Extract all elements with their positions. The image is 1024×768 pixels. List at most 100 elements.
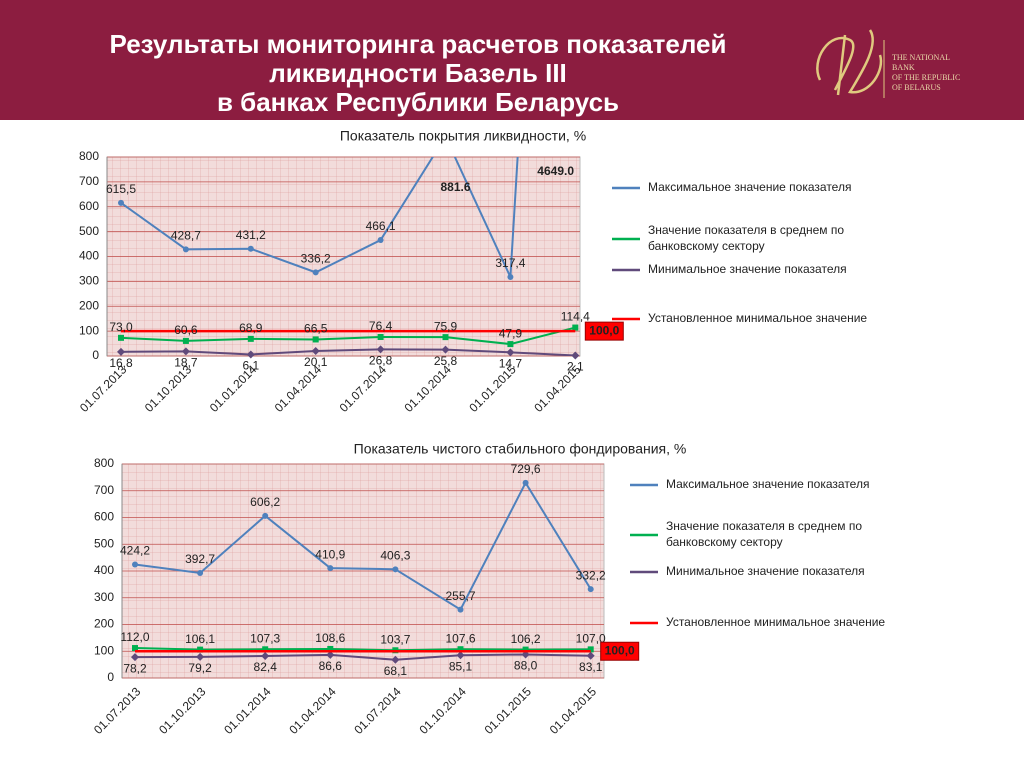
value-label: 100,0 <box>589 323 619 337</box>
y-tick-label: 200 <box>94 617 114 631</box>
y-tick-label: 200 <box>79 298 99 312</box>
marker <box>197 569 204 576</box>
y-tick-label: 500 <box>79 224 99 238</box>
legend-label: Максимальное значение показателя <box>648 180 851 194</box>
value-label: 336,2 <box>301 252 331 266</box>
chart-title: Показатель чистого стабильного фондирова… <box>354 441 687 457</box>
legend-label: Установленное минимальное значение <box>666 615 885 629</box>
y-tick-label: 600 <box>94 510 114 524</box>
marker <box>457 606 464 613</box>
legend-label: Минимальное значение показателя <box>648 262 847 276</box>
marker <box>118 199 124 206</box>
value-label: 18,7 <box>174 356 198 370</box>
marker <box>377 237 384 244</box>
marker <box>392 566 399 573</box>
value-label: 881.6 <box>441 180 471 194</box>
value-label: 86,6 <box>319 659 343 673</box>
value-label: 107,3 <box>250 631 280 645</box>
value-label: 428,7 <box>171 229 201 243</box>
value-label: 20,1 <box>304 355 328 369</box>
marker <box>132 561 138 568</box>
y-tick-label: 400 <box>94 563 114 577</box>
marker <box>246 350 255 359</box>
value-label: 83,1 <box>579 660 603 674</box>
series-line <box>134 480 592 612</box>
marker <box>572 324 579 331</box>
value-label: 108,6 <box>315 631 345 645</box>
logo-text: BANK <box>892 63 915 72</box>
marker <box>326 650 335 659</box>
header-band <box>0 0 1024 120</box>
marker <box>507 341 514 348</box>
marker <box>507 274 514 281</box>
legend-label: Установленное минимальное значение <box>648 311 867 325</box>
marker <box>262 512 269 519</box>
value-label: 424,2 <box>120 544 150 558</box>
value-label: 431,2 <box>236 228 266 242</box>
logo: THE NATIONAL BANK OF THE REPUBLIC OF BEL… <box>816 29 960 98</box>
marker <box>587 586 594 593</box>
marker <box>312 269 319 276</box>
marker <box>131 653 139 662</box>
value-label: 75,9 <box>434 319 458 333</box>
value-label: 85,1 <box>449 659 473 673</box>
header-title: в банках Республики Беларусь <box>217 87 619 117</box>
value-label: 392,7 <box>185 552 215 566</box>
value-label: 14,7 <box>499 357 523 371</box>
value-label: 112,0 <box>120 630 149 644</box>
y-tick-label: 700 <box>94 483 114 497</box>
value-label: 103,7 <box>380 632 410 646</box>
marker <box>391 655 400 664</box>
marker <box>522 646 529 653</box>
y-tick-label: 500 <box>94 536 114 550</box>
marker <box>456 651 465 660</box>
marker <box>442 334 449 341</box>
marker <box>262 646 269 653</box>
y-tick-label: 700 <box>79 174 99 188</box>
marker <box>571 351 580 360</box>
y-tick-label: 600 <box>79 199 99 213</box>
value-label: 107,6 <box>445 631 475 645</box>
value-label: 106,2 <box>511 632 541 646</box>
value-label-box <box>584 321 624 341</box>
marker <box>312 336 319 343</box>
marker <box>118 334 124 341</box>
value-label: 100,0 <box>605 643 635 657</box>
value-label: 66,5 <box>304 322 328 336</box>
marker <box>182 246 189 253</box>
chart-title: Показатель покрытия ликвидности, % <box>340 128 586 144</box>
series-line <box>134 647 591 652</box>
marker <box>247 245 254 252</box>
marker <box>441 345 450 354</box>
value-label: 60,6 <box>174 323 198 337</box>
marker <box>457 646 464 653</box>
value-label: 73,0 <box>109 320 133 334</box>
y-tick-label: 300 <box>94 590 114 604</box>
value-label: 47,9 <box>499 326 523 340</box>
marker <box>247 335 254 342</box>
value-label: 466,1 <box>366 219 396 233</box>
y-tick-label: 800 <box>94 456 114 470</box>
marker <box>587 646 594 653</box>
legend-label: Значение показателя в среднем по банковск… <box>666 519 862 549</box>
value-label: 25,8 <box>434 354 458 368</box>
value-label: 615,5 <box>106 182 136 196</box>
marker <box>522 479 529 486</box>
series-line <box>120 348 576 356</box>
marker <box>377 333 384 340</box>
value-label: 76,4 <box>369 319 393 333</box>
series-line <box>120 157 519 278</box>
value-label: 16,8 <box>109 356 133 370</box>
value-label: 6,1 <box>242 359 259 373</box>
marker <box>311 347 320 356</box>
value-label: 79,2 <box>188 661 212 675</box>
value-label: 4649.0 <box>537 164 574 178</box>
marker <box>376 345 385 354</box>
y-tick-label: 300 <box>79 274 99 288</box>
series-line <box>120 326 576 346</box>
y-tick-label: 800 <box>79 149 99 163</box>
value-label: 606,2 <box>250 495 280 509</box>
marker <box>197 646 204 653</box>
value-label: 406,3 <box>380 548 410 562</box>
